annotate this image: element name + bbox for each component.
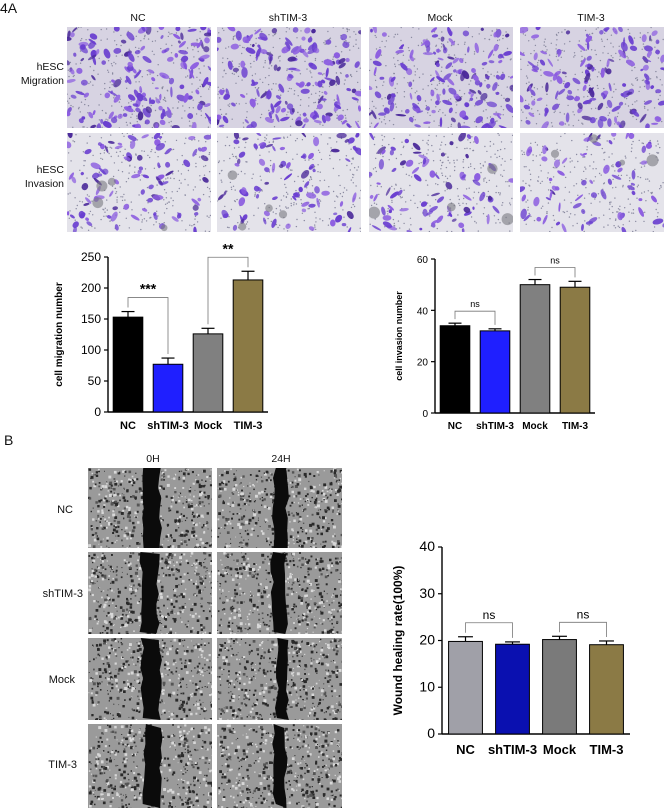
- x-tick-label: TIM-3: [562, 421, 589, 432]
- wound-image-nc-24h: [217, 468, 342, 548]
- y-tick-label: 20: [419, 632, 435, 648]
- y-axis-label: cell invasion number: [394, 291, 404, 381]
- row-header-invasion: hESC Invasion: [2, 163, 64, 191]
- row-header-invasion-line2: Invasion: [24, 178, 64, 190]
- significance-label: ns: [550, 256, 560, 266]
- col-header-nc: NC: [130, 12, 146, 24]
- bar-nc: [112, 316, 144, 413]
- bar-mock: [542, 639, 577, 735]
- x-tick-label: NC: [120, 420, 136, 432]
- y-tick-label: 10: [419, 678, 435, 694]
- significance-bracket: [454, 310, 496, 325]
- row-header-b-nc: NC: [57, 504, 73, 516]
- y-tick-label: 60: [417, 255, 429, 266]
- row-header-b-mock: Mock: [48, 674, 75, 686]
- chart-invasion: 0 20 40 60 NC shTIM-3 Mock TIM-3 ns ns cell invasi…: [394, 255, 595, 432]
- micrograph-migration-nc: [67, 27, 211, 128]
- bar-mock: [192, 333, 224, 413]
- y-tick-label: 40: [419, 538, 435, 554]
- bar-tim3: [589, 644, 624, 735]
- y-tick-label: 200: [81, 281, 101, 295]
- row-header-migration-line1: hESC: [36, 61, 64, 73]
- x-tick-label: shTIM-3: [147, 420, 189, 432]
- x-tick-label: shTIM-3: [488, 742, 537, 757]
- y-tick-label: 0: [422, 409, 428, 420]
- col-header-tim3: TIM-3: [577, 12, 605, 24]
- x-tick-label: shTIM-3: [476, 421, 514, 432]
- row-header-migration-line2: Migration: [20, 75, 64, 87]
- micrograph-invasion-mock: [369, 133, 513, 232]
- significance-bracket: [534, 267, 576, 278]
- bar-tim3: [559, 286, 591, 414]
- col-header-0h: 0H: [146, 453, 160, 465]
- bar-shtim3: [479, 330, 511, 414]
- x-tick-label: NC: [456, 742, 475, 757]
- bar-mock: [519, 284, 551, 414]
- x-tick-label: Mock: [543, 742, 577, 757]
- significance-bracket: [127, 297, 169, 355]
- row-header-b-shtim3: shTIM-3: [42, 588, 83, 600]
- micrograph-migration-mock: [369, 27, 513, 128]
- col-header-shtim3: shTIM-3: [268, 12, 308, 24]
- y-tick-label: 20: [417, 358, 429, 369]
- row-header-migration: hESC Migration: [2, 60, 64, 88]
- y-axis-label: Wound healing rate(100%): [391, 566, 405, 716]
- y-tick-label: 30: [419, 585, 435, 601]
- col-header-mock: Mock: [427, 12, 453, 24]
- row-header-b-tim3: TIM-3: [48, 759, 77, 771]
- y-axis-label: cell migration number: [54, 282, 65, 387]
- wound-image-shtim3-0h: [88, 552, 212, 634]
- micrograph-invasion-tim3: [520, 133, 664, 232]
- wound-image-nc-0h: [88, 468, 212, 548]
- significance-bracket: [559, 621, 607, 637]
- significance-label: ns: [577, 607, 590, 621]
- bar-shtim3: [152, 363, 184, 413]
- significance-bracket: [465, 622, 513, 638]
- bar-shtim3: [495, 643, 530, 735]
- wound-image-tim3-24h: [217, 724, 342, 808]
- bar-tim3: [232, 279, 264, 413]
- wound-image-shtim3-24h: [217, 552, 342, 634]
- micrograph-migration-tim3: [520, 27, 664, 128]
- col-header-24h: 24H: [271, 453, 291, 465]
- y-tick-label: 0: [94, 405, 101, 419]
- wound-image-mock-24h: [217, 638, 342, 720]
- y-tick-label: 250: [81, 250, 101, 264]
- micrograph-invasion-nc: [67, 133, 211, 232]
- x-tick-label: TIM-3: [590, 742, 624, 757]
- bar-nc: [439, 325, 471, 414]
- y-tick-label: 150: [81, 312, 101, 326]
- bar-nc: [448, 640, 483, 735]
- y-tick-label: 50: [88, 374, 102, 388]
- x-tick-label: Mock: [194, 420, 223, 432]
- chart-wound: 0 10 20 30 40 NC shTIM-3 Mock TIM-3 ns ns Wound hea…: [391, 538, 630, 757]
- significance-label: ns: [470, 299, 480, 309]
- x-tick-label: NC: [448, 421, 462, 432]
- significance-label: ns: [483, 608, 496, 622]
- panel-b-label: B: [4, 432, 14, 448]
- x-tick-label: TIM-3: [234, 420, 263, 432]
- wound-image-mock-0h: [88, 638, 212, 720]
- significance-label: ***: [140, 281, 157, 297]
- significance-label: **: [223, 240, 234, 256]
- micrograph-migration-shtim3: [217, 27, 361, 128]
- micrograph-invasion-shtim3: [217, 133, 361, 232]
- panel-a-label: 4A: [0, 0, 18, 16]
- row-header-invasion-line1: hESC: [36, 164, 64, 176]
- y-tick-label: 40: [417, 306, 429, 317]
- y-tick-label: 100: [81, 343, 101, 357]
- x-tick-label: Mock: [522, 421, 548, 432]
- y-tick-label: 0: [427, 725, 435, 741]
- wound-image-tim3-0h: [88, 724, 212, 808]
- significance-bracket: [207, 256, 249, 325]
